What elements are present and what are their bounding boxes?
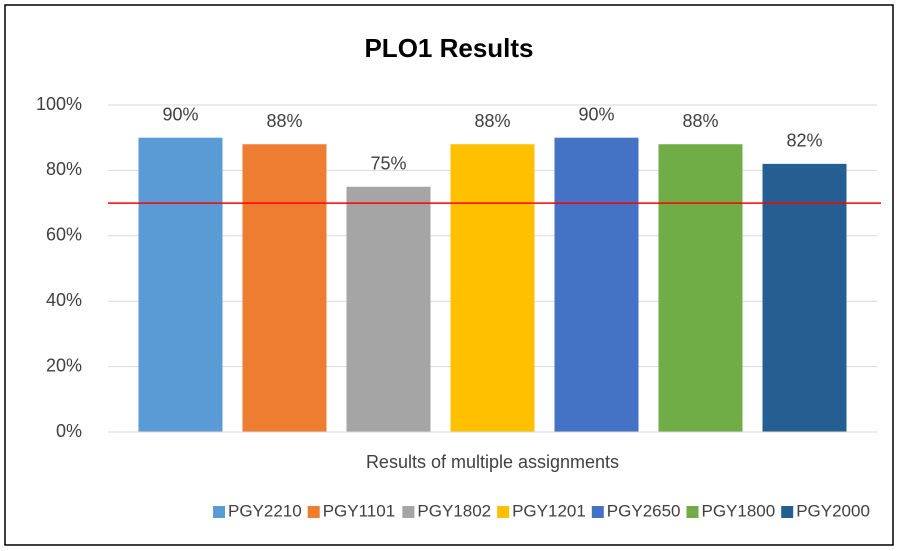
data-label: 88% xyxy=(474,111,510,131)
data-label: 90% xyxy=(162,104,198,124)
legend-swatch xyxy=(213,506,225,518)
y-tick-label: 100% xyxy=(36,94,82,114)
data-label: 90% xyxy=(578,104,614,124)
legend-swatch xyxy=(781,506,794,518)
data-label: 88% xyxy=(682,111,718,131)
bar xyxy=(554,137,639,432)
legend-label: PGY1802 xyxy=(417,501,491,520)
y-tick-label: 20% xyxy=(46,355,82,375)
legend-label: PGY1101 xyxy=(323,501,395,520)
chart-title: PLO1 Results xyxy=(364,33,533,63)
x-tick-label: Results of multiple assignments xyxy=(366,452,619,472)
legend-swatch xyxy=(307,506,320,518)
data-label: 75% xyxy=(370,154,406,174)
y-tick-label: 80% xyxy=(46,159,82,179)
legend-label: PGY2650 xyxy=(607,501,681,520)
bar xyxy=(242,144,327,433)
legend-label: PGY1201 xyxy=(512,501,586,520)
legend-swatch xyxy=(402,506,415,518)
y-tick-label: 40% xyxy=(46,290,82,310)
bar xyxy=(138,137,223,432)
bar xyxy=(658,144,743,433)
bar xyxy=(762,163,847,433)
legend-swatch xyxy=(497,506,510,518)
legend-label: PGY1800 xyxy=(702,501,776,520)
y-tick-label: 0% xyxy=(56,421,82,441)
legend-label: PGY2210 xyxy=(228,501,302,520)
y-tick-label: 60% xyxy=(46,225,82,245)
legend-swatch xyxy=(591,506,604,518)
bar xyxy=(346,186,431,432)
data-label: 82% xyxy=(786,131,822,151)
legend-label: PGY2000 xyxy=(796,501,870,520)
bar xyxy=(450,144,535,433)
legend-swatch xyxy=(686,506,699,518)
data-label: 88% xyxy=(266,111,302,131)
